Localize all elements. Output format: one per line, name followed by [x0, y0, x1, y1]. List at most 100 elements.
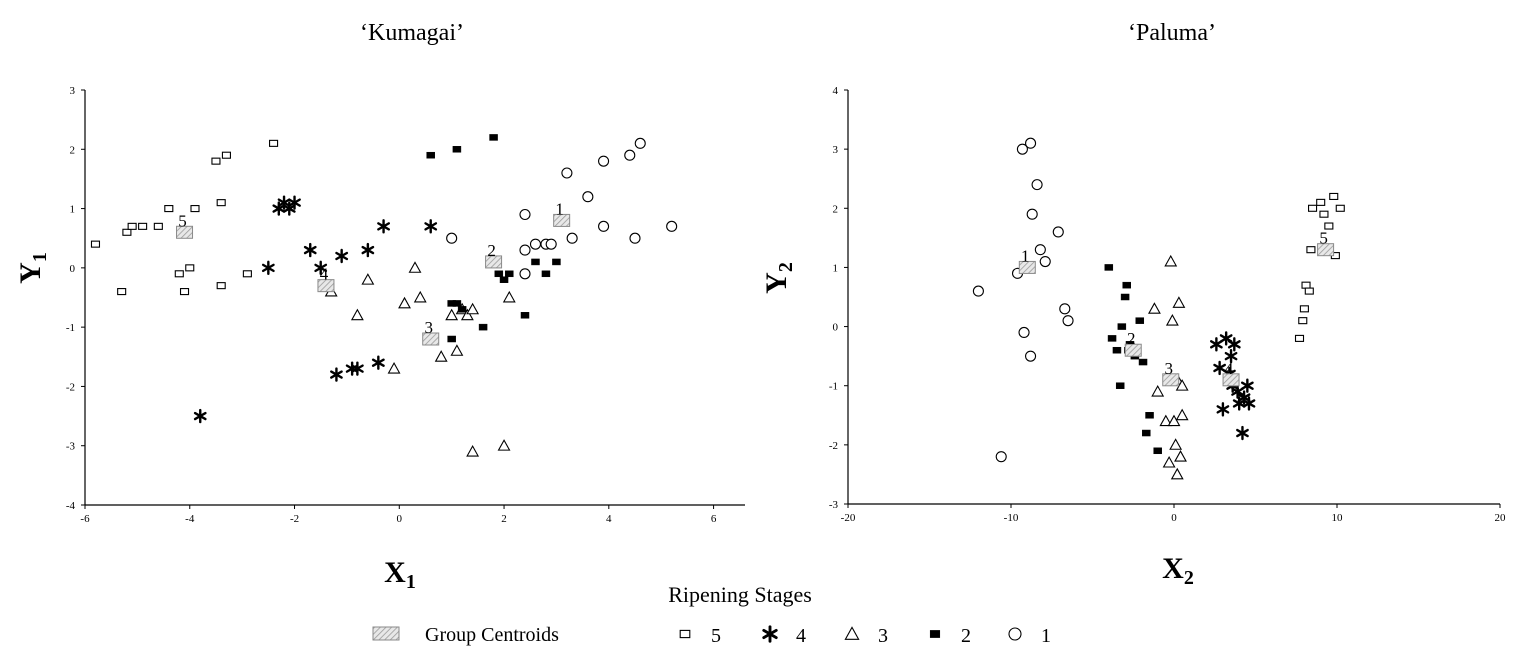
x-tick-label: 20 — [1495, 512, 1507, 524]
group-centroid-5: 5 — [176, 211, 194, 239]
point-stage-3 — [1175, 408, 1189, 421]
point-stage-4 — [1209, 337, 1223, 352]
point-stage-2 — [531, 258, 540, 266]
point-stage-5 — [211, 157, 221, 165]
point-stage-5 — [117, 288, 127, 296]
group-centroid-5: 5 — [1317, 229, 1335, 257]
point-stage-1 — [529, 238, 542, 250]
legend-marker-stage-1 — [1008, 627, 1022, 641]
point-stage-2 — [541, 270, 551, 278]
centroid-label: 5 — [1319, 229, 1328, 248]
point-stage-1 — [624, 149, 636, 161]
point-stage-3 — [1148, 302, 1161, 314]
x-tick-label: -20 — [841, 512, 856, 524]
point-stage-4 — [1242, 396, 1256, 411]
y-tick-label: -4 — [66, 500, 76, 512]
point-stage-2 — [452, 300, 462, 307]
point-stage-5 — [90, 240, 101, 248]
point-stage-4 — [1216, 402, 1230, 417]
point-stage-5 — [1299, 305, 1309, 313]
y-tick-label: 0 — [70, 263, 76, 275]
x-tick-label: 6 — [711, 513, 717, 525]
point-stage-1 — [519, 244, 531, 256]
legend-marker-stage-3 — [844, 626, 860, 640]
point-stage-3 — [387, 362, 401, 374]
point-stage-2 — [1142, 429, 1151, 437]
point-stage-4 — [350, 361, 364, 376]
centroid-label: 3 — [1164, 359, 1173, 378]
point-stage-1 — [545, 238, 557, 250]
point-stage-4 — [1213, 360, 1227, 376]
point-stage-3 — [350, 308, 364, 321]
legend-label-stage-1: 1 — [1041, 625, 1051, 647]
point-stage-5 — [1301, 281, 1311, 289]
point-stage-2 — [494, 270, 504, 278]
point-stage-3 — [450, 344, 464, 356]
point-stage-3 — [361, 273, 375, 285]
point-stage-5 — [1308, 204, 1318, 212]
point-stage-4 — [371, 355, 385, 370]
point-stage-1 — [1018, 326, 1030, 339]
x-tick-label: 2 — [501, 513, 507, 525]
point-stage-1 — [666, 220, 678, 232]
x-tick-label: -10 — [1004, 512, 1019, 524]
point-stage-2 — [499, 276, 509, 283]
x-tick-label: 10 — [1332, 512, 1344, 524]
point-stage-1 — [1052, 226, 1064, 238]
centroid-label: 5 — [178, 211, 187, 230]
axes-kumagai: -6 -4 -2 0 2 4 6 -4 -3 -2 -1 0 1 2 3 — [66, 85, 745, 525]
point-stage-4 — [193, 408, 207, 424]
point-stage-4 — [1240, 378, 1254, 393]
point-stage-3 — [408, 261, 422, 273]
y-tick-label: 0 — [833, 322, 839, 334]
point-stage-1 — [1016, 143, 1028, 155]
y-tick-label: -3 — [829, 499, 839, 511]
legend-centroid-swatch — [372, 626, 400, 641]
point-stage-2 — [552, 258, 561, 266]
point-stage-3 — [434, 350, 448, 362]
point-stage-5 — [164, 205, 174, 213]
point-stage-5 — [221, 151, 231, 159]
point-stage-1 — [1031, 179, 1043, 191]
point-stage-5 — [127, 222, 137, 230]
point-stage-1 — [972, 285, 984, 297]
centroid-label: 1 — [555, 199, 564, 218]
legend-marker-stage-4 — [762, 625, 778, 643]
point-stage-5 — [1335, 204, 1345, 212]
point-stage-5 — [216, 199, 226, 207]
point-stage-5 — [122, 228, 132, 236]
centroid-label: 1 — [1021, 246, 1030, 265]
point-stage-3 — [398, 296, 411, 309]
group-centroid-1: 1 — [1018, 246, 1036, 274]
point-stage-1 — [1034, 244, 1046, 256]
point-stage-1 — [1025, 350, 1037, 362]
point-stage-5 — [1294, 334, 1305, 342]
group-centroid-4: 4 — [1222, 359, 1240, 387]
point-stage-3 — [445, 308, 459, 321]
point-stage-5 — [1304, 287, 1314, 295]
point-stage-1 — [634, 137, 646, 149]
x-tick-label: 0 — [397, 513, 403, 525]
point-stage-2 — [1104, 264, 1114, 271]
x-axis-label-paluma: X2 — [1162, 552, 1194, 589]
point-stage-2 — [478, 323, 488, 331]
point-stage-3 — [460, 308, 474, 321]
point-stage-5 — [269, 139, 279, 147]
legend-centroid-label: Group Centroids — [425, 624, 559, 646]
point-stage-5 — [1298, 317, 1308, 325]
point-stage-5 — [1324, 222, 1334, 230]
point-stage-1 — [1062, 315, 1074, 327]
point-stage-5 — [216, 282, 226, 290]
group-centroid-2: 2 — [1124, 329, 1142, 357]
point-stage-1 — [519, 268, 531, 280]
point-stage-3 — [1175, 379, 1189, 391]
point-stage-2 — [505, 270, 514, 278]
y-tick-label: -3 — [66, 441, 76, 453]
point-stage-1 — [519, 208, 531, 221]
point-stage-4 — [335, 248, 349, 264]
point-stage-3 — [1169, 438, 1183, 450]
point-stage-3 — [1174, 450, 1187, 462]
point-stage-1 — [446, 232, 458, 244]
point-stage-3 — [1170, 467, 1184, 480]
